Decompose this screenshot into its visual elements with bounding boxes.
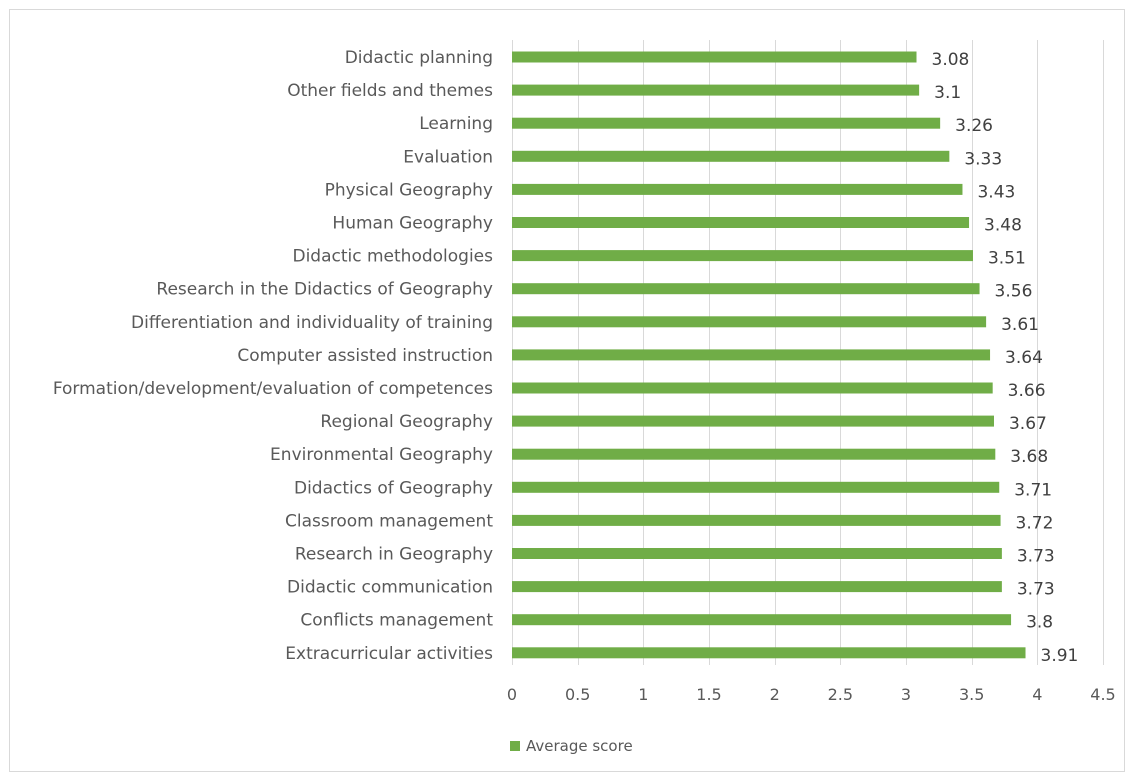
category-labels: Didactic planning Other fields and themes…: [53, 48, 493, 664]
bar: [512, 183, 963, 195]
x-tick-label: 1: [638, 685, 648, 704]
x-tick-label: 0: [507, 685, 517, 704]
category-label: Formation/development/evaluation of comp…: [53, 379, 493, 399]
category-label: Human Geography: [332, 214, 493, 234]
bar: [512, 481, 1000, 493]
data-label: 3.8: [1026, 613, 1053, 633]
category-label: Didactic planning: [345, 48, 493, 68]
bar: [512, 349, 991, 361]
bars: [512, 51, 1026, 659]
data-label: 3.08: [932, 50, 970, 70]
category-label: Research in Geography: [295, 545, 493, 565]
category-label: Didactic communication: [287, 578, 493, 598]
x-tick-label: 4: [1032, 685, 1042, 704]
bar: [512, 150, 950, 162]
bar: [512, 548, 1002, 559]
legend-label: Average score: [526, 737, 633, 755]
legend: Average score: [510, 736, 633, 756]
category-label: Other fields and themes: [287, 81, 493, 101]
category-label: Differentiation and individuality of tra…: [131, 313, 493, 333]
bar: [512, 514, 1001, 526]
data-label: 3.68: [1010, 447, 1048, 467]
x-tick-label: 3: [901, 685, 911, 704]
category-label: Environmental Geography: [270, 445, 493, 465]
category-label: Regional Geography: [320, 412, 493, 432]
data-label: 3.64: [1005, 348, 1043, 368]
bar: [512, 316, 987, 328]
category-label: Computer assisted instruction: [237, 346, 493, 366]
category-label: Learning: [419, 114, 493, 134]
category-label: Conflicts management: [300, 611, 493, 631]
data-label: 3.26: [955, 116, 993, 136]
data-label: 3.43: [977, 182, 1015, 202]
x-tick-label: 2.5: [828, 685, 853, 704]
category-label: Extracurricular activities: [285, 644, 493, 664]
x-tick-label: 4.5: [1090, 685, 1115, 704]
bar: [512, 614, 1012, 626]
x-tick-label: 3.5: [959, 685, 984, 704]
data-label: 3.91: [1041, 646, 1079, 666]
x-axis-ticks: 0 0.5 1 1.5 2 2.5 3 3.5 4 4.5: [507, 685, 1116, 704]
bar: [512, 415, 994, 427]
x-tick-label: 1.5: [696, 685, 721, 704]
bar: [512, 647, 1026, 659]
data-label: 3.72: [1016, 513, 1054, 533]
category-label: Classroom management: [285, 511, 493, 531]
data-label: 3.67: [1009, 414, 1047, 434]
bar: [512, 448, 996, 460]
category-label: Evaluation: [403, 147, 493, 167]
bar: [512, 51, 917, 63]
bar: [512, 283, 980, 295]
data-label: 3.1: [934, 83, 961, 103]
bar: [512, 217, 970, 228]
data-label: 3.73: [1017, 580, 1055, 600]
x-tick-label: 0.5: [565, 685, 590, 704]
data-label: 3.33: [964, 149, 1002, 169]
data-label: 3.66: [1008, 381, 1046, 401]
category-label: Research in the Didactics of Geography: [156, 280, 493, 300]
data-label: 3.48: [984, 216, 1022, 236]
data-label: 3.61: [1001, 315, 1039, 335]
bar: [512, 581, 1002, 593]
category-label: Didactics of Geography: [294, 478, 493, 498]
bar: [512, 382, 993, 394]
legend-swatch: [510, 741, 520, 751]
data-label: 3.56: [995, 282, 1033, 302]
gridlines: [512, 40, 1104, 665]
data-label: 3.71: [1014, 480, 1052, 500]
category-label: Physical Geography: [325, 180, 493, 200]
data-labels: 3.08 3.1 3.26 3.33 3.43 3.48 3.51 3.56 3.61 3.64 3…: [932, 50, 1079, 666]
category-label: Didactic methodologies: [292, 247, 493, 267]
bar: [512, 250, 973, 262]
bar: [512, 84, 920, 96]
bar: [512, 117, 941, 129]
data-label: 3.73: [1017, 547, 1055, 567]
data-label: 3.51: [988, 249, 1026, 269]
x-tick-label: 2: [770, 685, 780, 704]
